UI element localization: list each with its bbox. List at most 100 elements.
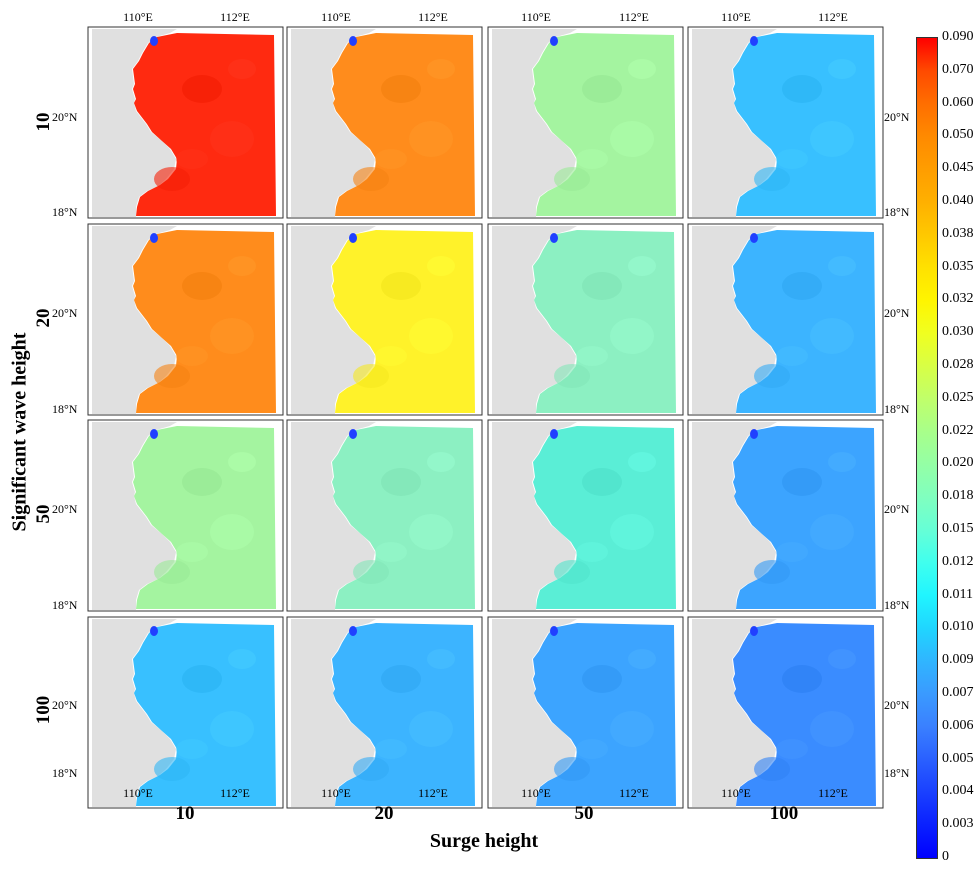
left-tick-18n-row2: 18°N (52, 402, 78, 416)
field-patch (828, 256, 856, 276)
field-patch (776, 739, 808, 759)
land-mass (291, 619, 376, 807)
sea-field (332, 623, 475, 806)
field-patch (628, 452, 656, 472)
bottom-tick-112e-col3: 112°E (619, 786, 649, 800)
field-patch (427, 649, 455, 669)
colorbar-label: 0.032 (942, 291, 974, 307)
row-label-50: 50 (33, 504, 54, 524)
field-patch (381, 665, 421, 693)
map-panel-r4-c4 (687, 616, 884, 809)
sea-field (533, 230, 676, 413)
sea-field (533, 33, 676, 216)
field-patch (154, 757, 190, 781)
map-panel-r3-c3 (487, 419, 684, 612)
colorbar-label: 0.022 (942, 422, 974, 438)
field-patch (828, 452, 856, 472)
field-patch (210, 318, 254, 354)
map-panel-r4-c3 (487, 616, 684, 809)
top-tick-110e-col1: 110°E (123, 10, 153, 24)
colorbar-label: 0.015 (942, 521, 974, 536)
colorbar-label: 0.038 (942, 225, 974, 241)
colorbar-label: 0.011 (942, 586, 973, 602)
field-patch (810, 318, 854, 354)
map-panel-r1-c2 (286, 26, 483, 219)
row-label-20: 20 (33, 308, 54, 328)
land-mass (92, 422, 177, 610)
field-patch (381, 272, 421, 300)
field-patch (176, 346, 208, 366)
field-patch (353, 364, 389, 388)
field-patch (381, 75, 421, 103)
field-patch (228, 452, 256, 472)
colorbar-label: 0.009 (942, 652, 974, 668)
field-patch (381, 468, 421, 496)
top-tick-112e-col2: 112°E (418, 10, 448, 24)
bay-highlight (349, 233, 357, 243)
right-tick-20n-row4: 20°N (884, 698, 910, 712)
field-patch (154, 364, 190, 388)
right-tick-18n-row4: 18°N (884, 766, 910, 780)
y-axis-title: Significant wave height (8, 332, 31, 532)
right-tick-20n-row2: 20°N (884, 306, 910, 320)
land-mass (692, 226, 777, 414)
colorbar-label: 0.012 (942, 553, 974, 569)
map-panel-r3-c2 (286, 419, 483, 612)
field-patch (610, 121, 654, 157)
field-patch (610, 318, 654, 354)
land-mass (692, 29, 777, 217)
right-tick-20n-row1: 20°N (884, 110, 910, 124)
field-patch (353, 560, 389, 584)
field-patch (182, 468, 222, 496)
field-patch (427, 452, 455, 472)
field-patch (154, 167, 190, 191)
map-panel-r2-c2 (286, 223, 483, 416)
bay-highlight (750, 233, 758, 243)
sea-field (733, 230, 876, 413)
field-patch (375, 739, 407, 759)
bottom-tick-110e-col1: 110°E (123, 786, 153, 800)
land-mass (92, 226, 177, 414)
sea-field (733, 426, 876, 609)
top-tick-110e-col3: 110°E (521, 10, 551, 24)
field-patch (375, 542, 407, 562)
column-label-50: 50 (574, 803, 594, 824)
left-tick-20n-row1: 20°N (52, 110, 78, 124)
bay-highlight (349, 429, 357, 439)
column-label-100: 100 (769, 803, 799, 824)
colorbar-label: 0.060 (942, 94, 974, 110)
colorbar-label: 0.045 (942, 160, 974, 176)
field-patch (576, 346, 608, 366)
bay-highlight (150, 429, 158, 439)
colorbar-label: 0.040 (942, 193, 974, 208)
bay-highlight (349, 36, 357, 46)
row-label-100: 100 (33, 695, 54, 725)
bottom-tick-112e-col2: 112°E (418, 786, 448, 800)
map-panel-r2-c4 (687, 223, 884, 416)
field-patch (409, 121, 453, 157)
land-mass (692, 422, 777, 610)
map-panel-r1-c4 (687, 26, 884, 219)
top-tick-112e-col4: 112°E (818, 10, 848, 24)
bottom-tick-110e-col3: 110°E (521, 786, 551, 800)
colorbar-label: 0.090 (942, 29, 974, 44)
land-mass (492, 422, 577, 610)
bay-highlight (550, 626, 558, 636)
field-patch (582, 272, 622, 300)
land-mass (92, 29, 177, 217)
field-patch (782, 665, 822, 693)
land-mass (291, 422, 376, 610)
map-panel-r3-c1 (87, 419, 284, 612)
field-patch (576, 739, 608, 759)
field-patch (782, 468, 822, 496)
colorbar-label: 0.018 (942, 488, 974, 504)
field-patch (210, 514, 254, 550)
field-patch (810, 711, 854, 747)
colorbar-label: 0.035 (942, 258, 974, 274)
bottom-tick-112e-col1: 112°E (220, 786, 250, 800)
field-patch (228, 256, 256, 276)
field-patch (582, 468, 622, 496)
top-tick-110e-col2: 110°E (321, 10, 351, 24)
colorbar-label: 0.010 (942, 619, 974, 635)
